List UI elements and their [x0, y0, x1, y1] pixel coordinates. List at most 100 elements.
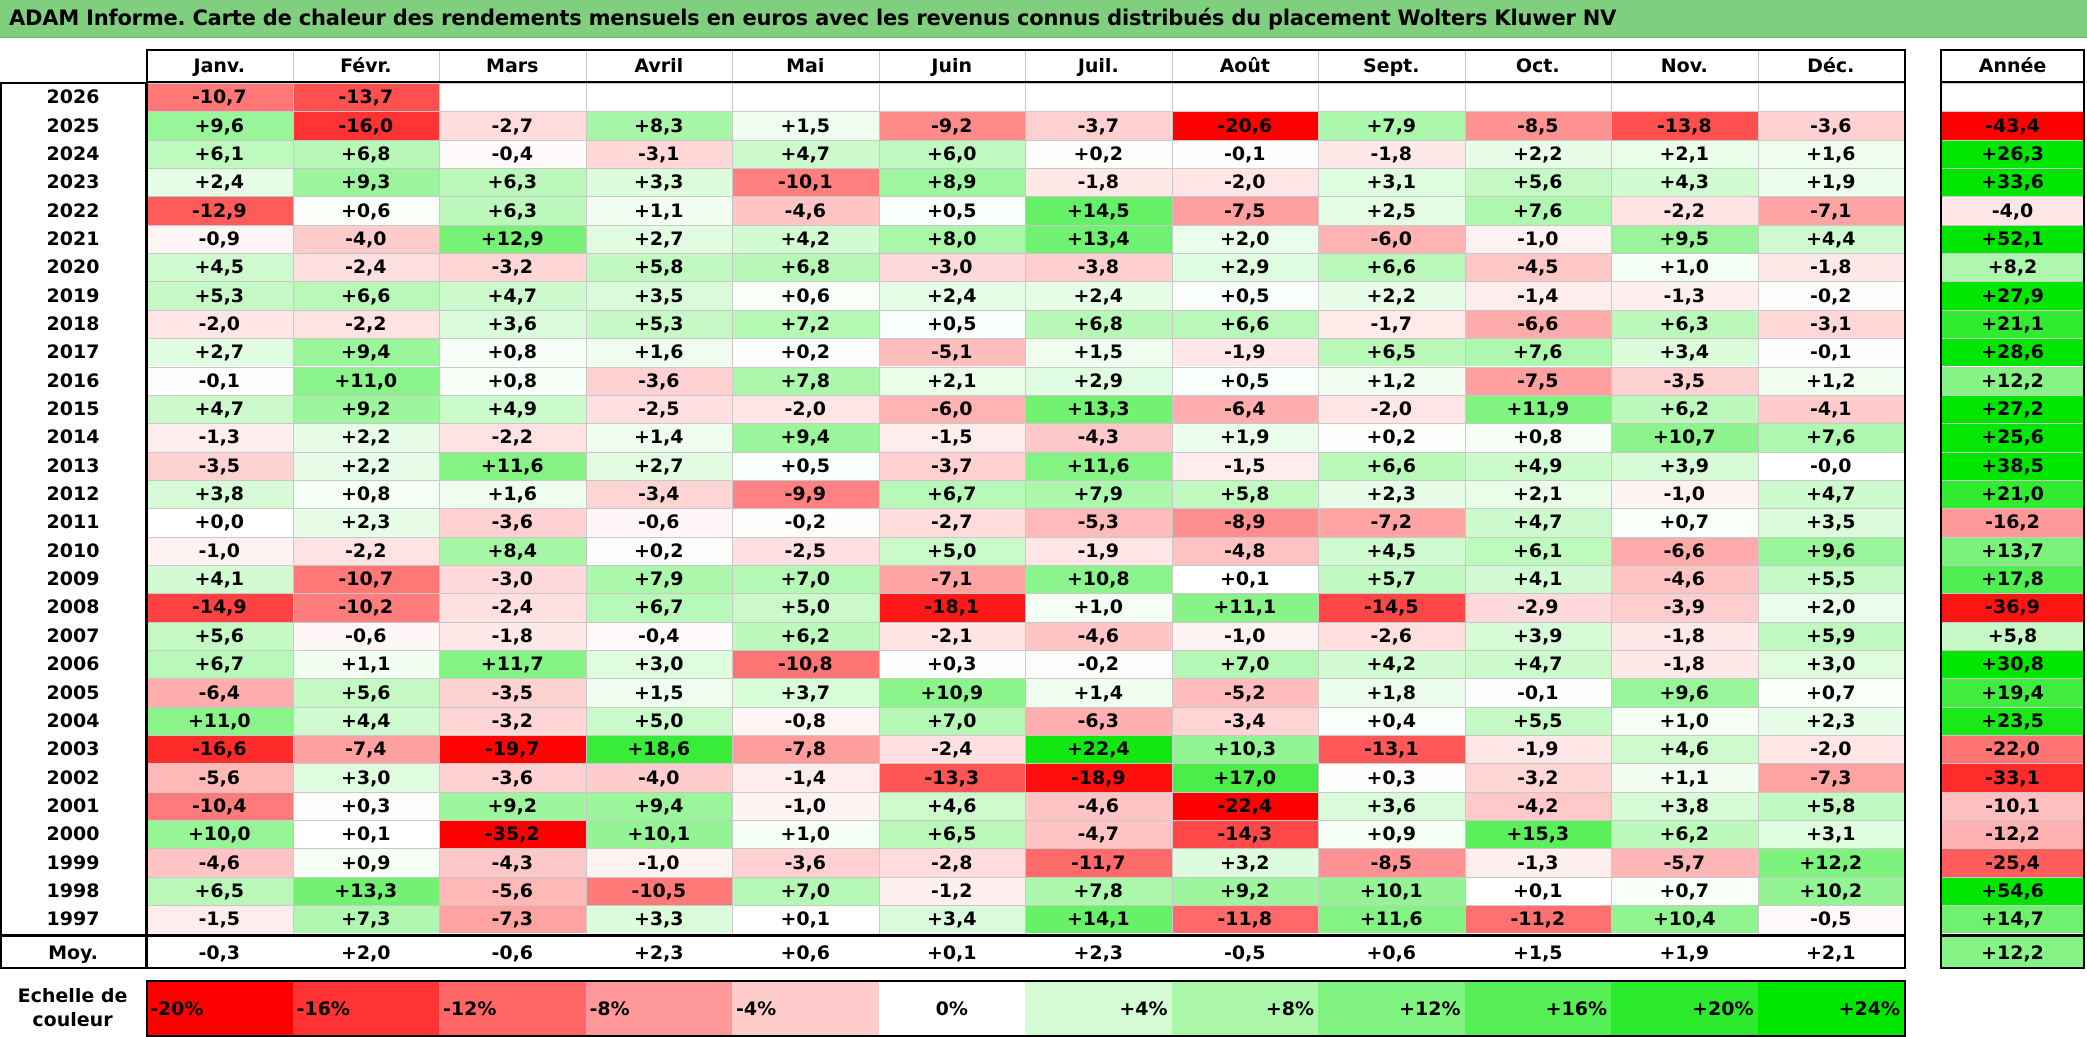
- heatmap-cell: -7,4: [292, 735, 439, 764]
- heatmap-cell: -5,2: [1171, 678, 1318, 707]
- heatmap-cell: +10,9: [878, 678, 1025, 707]
- year-label: 2025: [46, 114, 100, 137]
- annual-cell: -43,4: [1940, 111, 2085, 140]
- heatmap-cell: -2,7: [439, 111, 586, 140]
- scale-step: -12%: [439, 980, 586, 1037]
- heatmap-cell: +4,1: [146, 564, 293, 594]
- grid-line: [1940, 196, 2085, 198]
- heatmap-cell: -2,9: [1464, 593, 1611, 622]
- grid-line: [1464, 49, 1466, 969]
- heatmap-cell: -4,5: [1464, 253, 1611, 282]
- heatmap-cell: +0,5: [878, 196, 1025, 225]
- chart-title: ADAM Informe. Carte de chaleur des rende…: [9, 6, 1617, 30]
- average-cell: +2,3: [585, 936, 732, 969]
- heatmap-cell: -2,0: [1757, 735, 1904, 764]
- heatmap-cell: -2,2: [292, 309, 439, 339]
- heatmap-cell: -4,3: [1025, 423, 1172, 452]
- heatmap-cell: -14,3: [1171, 820, 1318, 849]
- heatmap-cell: -2,4: [878, 735, 1025, 764]
- heatmap-cell: +10,7: [1611, 423, 1758, 452]
- heatmap-cell: -1,8: [1611, 621, 1758, 650]
- annual-cell: -4,0: [1940, 196, 2085, 225]
- heatmap-cell: +6,2: [1611, 820, 1758, 849]
- heatmap-cell: -9,9: [732, 479, 879, 509]
- heatmap-cell: -1,8: [439, 621, 586, 650]
- heatmap-cell: +6,6: [1318, 253, 1465, 282]
- heatmap-cell: +6,5: [146, 876, 293, 906]
- heatmap-cell: -1,3: [1611, 281, 1758, 310]
- heatmap-cell: +8,4: [439, 536, 586, 565]
- grid-line: [1940, 479, 2085, 481]
- grid-line: [1940, 168, 2085, 170]
- heatmap-cell: [1318, 83, 1465, 112]
- heatmap-cell: +10,8: [1025, 564, 1172, 594]
- annual-cell: -36,9: [1940, 593, 2085, 622]
- heatmap-cell: +5,8: [585, 253, 732, 282]
- heatmap-cell: -5,7: [1611, 848, 1758, 877]
- annual-cell: +38,5: [1940, 451, 2085, 480]
- heatmap-cell: -2,0: [146, 309, 293, 339]
- heatmap-cell: +6,7: [146, 650, 293, 679]
- heatmap-cell: -2,4: [439, 593, 586, 622]
- heatmap-cell: -4,6: [732, 196, 879, 225]
- year-label: 2000: [46, 823, 100, 846]
- grid-line: [1025, 49, 1026, 969]
- month-header: Janv.: [193, 54, 245, 77]
- month-header: Juin: [931, 54, 973, 77]
- annual-cell: +27,9: [1940, 281, 2085, 310]
- year-label: 2022: [46, 199, 100, 222]
- heatmap-cell: +3,1: [1757, 820, 1904, 849]
- grid-line: [1940, 536, 2085, 538]
- scale-step: 0%: [878, 980, 1025, 1037]
- average-cell: +2,0: [292, 936, 439, 969]
- heatmap-cell: +0,2: [1025, 139, 1172, 169]
- heatmap-cell: +2,0: [1757, 593, 1904, 622]
- heatmap-cell: +7,8: [732, 366, 879, 395]
- heatmap-cell: +0,5: [732, 451, 879, 480]
- heatmap-cell: -0,2: [1025, 650, 1172, 679]
- heatmap-cell: +6,3: [1611, 309, 1758, 339]
- grid-line: [1940, 253, 2085, 255]
- heatmap-cell: [1611, 83, 1758, 112]
- annual-cell: +17,8: [1940, 564, 2085, 594]
- heatmap-cell: +1,5: [585, 678, 732, 707]
- year-label: 2017: [46, 341, 100, 364]
- heatmap-cell: [439, 83, 586, 112]
- heatmap-cell: +0,2: [1318, 423, 1465, 452]
- heatmap-cell: -10,2: [292, 593, 439, 622]
- heatmap-cell: +2,2: [292, 423, 439, 452]
- heatmap-cell: -13,7: [292, 83, 439, 112]
- heatmap-cell: -3,1: [1757, 309, 1904, 339]
- heatmap-cell: +6,6: [1318, 451, 1465, 480]
- heatmap-cell: +9,6: [1757, 536, 1904, 565]
- month-header: Oct.: [1515, 54, 1560, 77]
- grid-line: [1940, 309, 2085, 311]
- heatmap-cell: -2,8: [878, 848, 1025, 877]
- heatmap-cell: +6,0: [878, 139, 1025, 169]
- scale-step: -16%: [292, 980, 439, 1037]
- heatmap-cell: +9,5: [1611, 224, 1758, 254]
- grid-line: [292, 49, 294, 969]
- heatmap-cell: +0,1: [292, 820, 439, 849]
- grid-line: [1940, 83, 2085, 84]
- heatmap-cell: -4,6: [146, 848, 293, 877]
- heatmap-cell: +9,6: [1611, 678, 1758, 707]
- heatmap-cell: -14,5: [1318, 593, 1465, 622]
- heatmap-cell: +3,5: [585, 281, 732, 310]
- heatmap-cell: +4,9: [1464, 451, 1611, 480]
- heatmap-cell: -0,6: [585, 508, 732, 537]
- annual-cell: -10,1: [1940, 791, 2085, 821]
- annual-header: Année: [1978, 54, 2047, 77]
- grid-line: [1940, 791, 2085, 793]
- heatmap-cell: -13,8: [1611, 111, 1758, 140]
- heatmap-cell: +5,0: [732, 593, 879, 622]
- annual-cell: +26,3: [1940, 139, 2085, 169]
- heatmap-cell: -6,4: [1171, 394, 1318, 424]
- heatmap-cell: -14,9: [146, 593, 293, 622]
- heatmap-cell: -7,1: [878, 564, 1025, 594]
- heatmap-cell: -7,3: [1757, 763, 1904, 792]
- heatmap-cell: +2,2: [292, 451, 439, 480]
- grid-line: [1940, 139, 2085, 141]
- heatmap-cell: +7,9: [1318, 111, 1465, 140]
- heatmap-cell: -1,0: [146, 536, 293, 565]
